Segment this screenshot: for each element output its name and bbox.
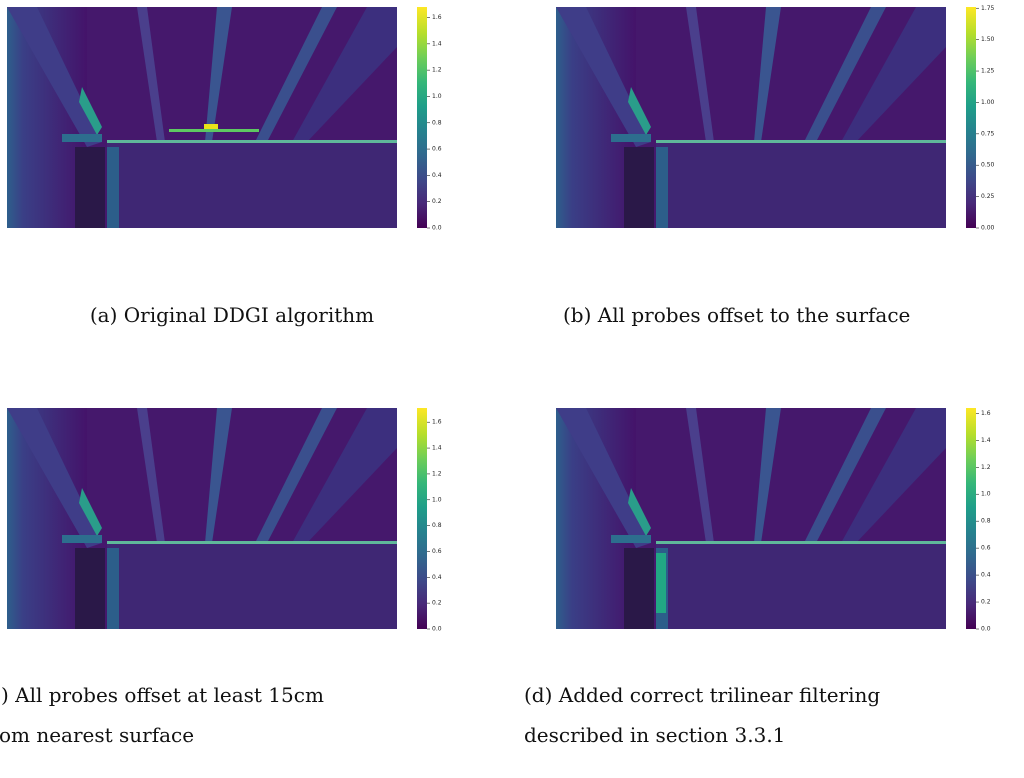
colorbar-tick-label: 0.4: [432, 574, 442, 581]
colorbar-tick-label: 0.8: [981, 518, 991, 525]
colorbar: [966, 408, 976, 629]
colorbar-tick-label: 1.4: [432, 40, 442, 47]
colorbar-tick-label: 1.6: [432, 14, 442, 21]
colorbar-tick-label: 0.8: [432, 119, 442, 126]
colorbar-tick-label: 0.75: [981, 130, 995, 137]
colorbar-tick-label: 1.2: [432, 67, 442, 74]
colorbar: [417, 408, 427, 629]
colorbar-tick-label: 0.2: [432, 198, 442, 205]
colorbar-tick-label: 0.6: [432, 146, 442, 153]
panel: 0.0 0.2 0.4 0.6 0.8 1.0 1.2 1.4 1.6 (d) Added cor…: [524, 408, 991, 747]
colorbar-tick-label: 0.0: [432, 626, 442, 633]
colorbar-tick-label: 1.75: [981, 5, 995, 12]
panels: 0.0 0.2 0.4 0.6 0.8 1.0 1.2 1.4 1.6 (a) Original …: [0, 5, 995, 747]
colorbar-tick-label: 0.8: [432, 522, 442, 529]
colorbar-tick-label: 0.6: [432, 548, 442, 555]
colorbar-tick-label: 0.25: [981, 193, 995, 200]
highlight: [656, 553, 666, 613]
colorbar-tick-label: 0.0: [981, 626, 991, 633]
heatmap-image: [7, 7, 397, 228]
caption: (a) Original DDGI algorithm: [90, 303, 374, 327]
figure: 0.0 0.2 0.4 0.6 0.8 1.0 1.2 1.4 1.6 (a) Original …: [0, 0, 1024, 778]
colorbar-tick-label: 0.0: [432, 225, 442, 232]
caption: (c) All probes offset at least 15cm: [0, 683, 324, 707]
heatmap-image: [556, 7, 946, 228]
colorbar-tick-label: 1.2: [981, 464, 991, 471]
colorbar-tick-label: 1.4: [981, 437, 991, 444]
colorbar-tick-label: 1.4: [432, 445, 442, 452]
caption: from nearest surface: [0, 723, 194, 747]
colorbar-tick-label: 1.0: [432, 93, 442, 100]
colorbar-tick-label: 0.2: [981, 599, 991, 606]
colorbar-tick-label: 0.6: [981, 545, 991, 552]
colorbar-tick-label: 1.25: [981, 68, 995, 75]
caption: (d) Added correct trilinear filtering: [524, 683, 880, 707]
colorbar-tick-label: 1.2: [432, 470, 442, 477]
heatmap-image: [7, 408, 397, 629]
colorbar-tick-label: 1.0: [432, 496, 442, 503]
colorbar-tick-label: 1.00: [981, 99, 995, 106]
panel: 0.00 0.25 0.50 0.75 1.00 1.25 1.50 1.75 (b) All …: [556, 5, 995, 327]
colorbar-tick-label: 1.6: [981, 410, 991, 417]
colorbar: [417, 7, 427, 228]
hotspot: [169, 129, 259, 132]
colorbar-tick-label: 0.50: [981, 162, 995, 169]
colorbar-tick-label: 1.50: [981, 36, 995, 43]
colorbar-tick-label: 0.00: [981, 225, 995, 232]
colorbar-tick-label: 1.0: [981, 491, 991, 498]
colorbar-tick-label: 0.4: [981, 572, 991, 579]
colorbar-tick-label: 1.6: [432, 419, 442, 426]
colorbar-tick-label: 0.4: [432, 172, 442, 179]
panel: 0.0 0.2 0.4 0.6 0.8 1.0 1.2 1.4 1.6 (a) Original …: [7, 7, 442, 327]
colorbar-tick-label: 0.2: [432, 600, 442, 607]
caption: (b) All probes offset to the surface: [563, 303, 910, 327]
heatmap-image: [556, 408, 946, 629]
colorbar: [966, 7, 976, 228]
panel: 0.0 0.2 0.4 0.6 0.8 1.0 1.2 1.4 1.6 (c) All probe…: [0, 408, 442, 747]
caption: described in section 3.3.1: [524, 723, 785, 747]
